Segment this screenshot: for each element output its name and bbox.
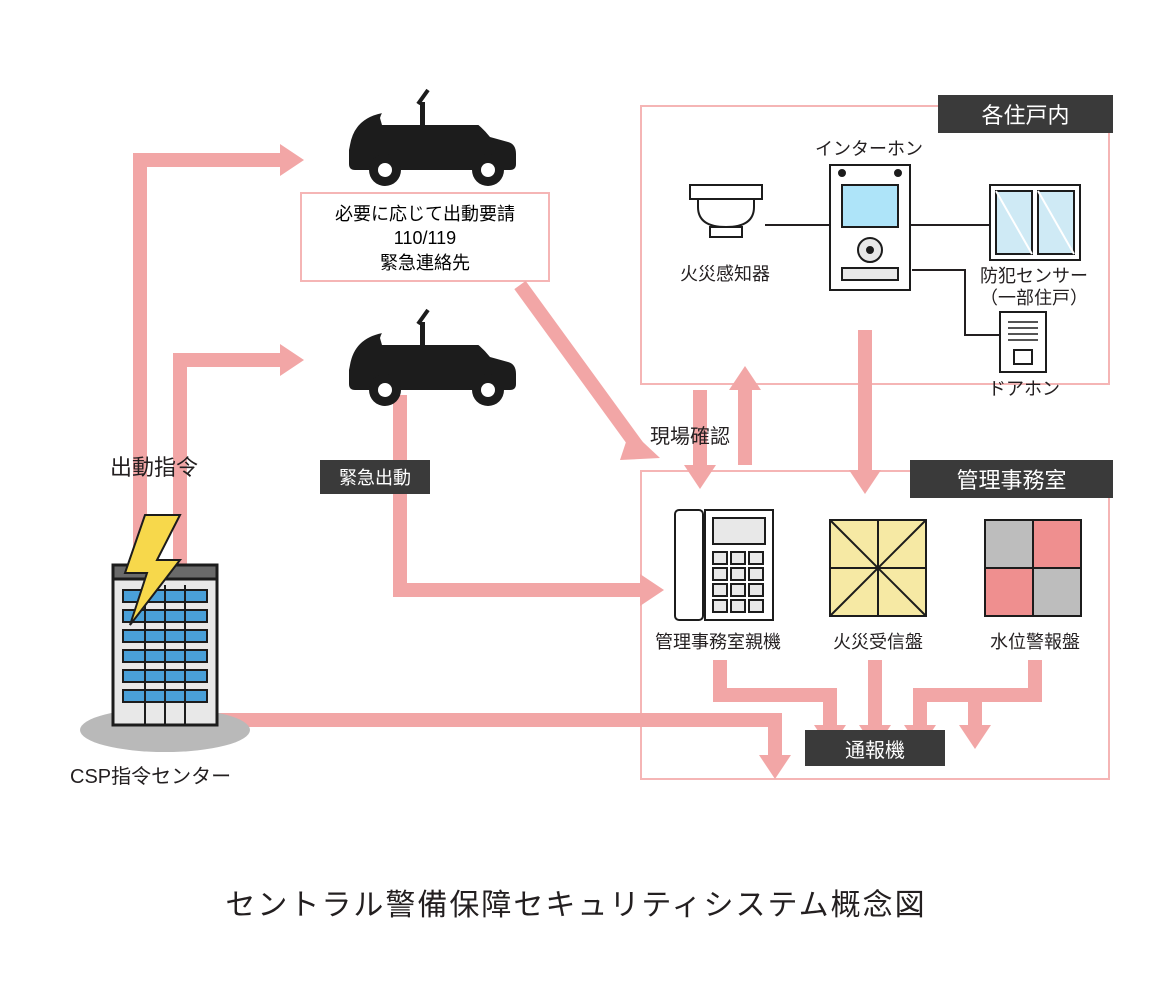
car-icon-2 — [349, 310, 516, 406]
diagram-title: セントラル警備保障セキュリティシステム概念図 — [0, 880, 1152, 924]
crime-sensor-icon — [990, 185, 1080, 260]
doorphone-label: ドアホン — [988, 375, 1060, 401]
crime-sensor-label2: （一部住戸） — [980, 284, 1088, 310]
office-phone-label: 管理事務室親機 — [655, 628, 781, 654]
office-phone-icon — [675, 510, 773, 620]
confirm-label: 現場確認 — [650, 420, 730, 449]
svg-layer — [0, 0, 1152, 1000]
diagram-stage: 必要に応じて出動要請 110/119 緊急連絡先 各住戸内 管理事務室 — [0, 0, 1152, 1000]
intercom-label: インターホン — [815, 135, 923, 161]
fire-sensor-label: 火災感知器 — [680, 260, 770, 286]
water-alarm-icon — [985, 520, 1081, 616]
fire-rx-label: 火災受信盤 — [833, 628, 923, 654]
doorphone-icon — [1000, 312, 1046, 372]
car-icon-1 — [349, 90, 516, 186]
intercom-icon — [830, 165, 910, 290]
csp-label: CSP指令センター — [70, 760, 231, 789]
fire-rx-icon — [830, 520, 926, 616]
building-icon — [80, 515, 250, 752]
fire-sensor-icon — [690, 185, 762, 237]
dispatch-cmd-label: 出動指令 — [110, 450, 198, 482]
urgent-go-label: 緊急出動 — [320, 460, 430, 494]
reporter-label: 通報機 — [805, 730, 945, 766]
water-alarm-label: 水位警報盤 — [990, 628, 1080, 654]
